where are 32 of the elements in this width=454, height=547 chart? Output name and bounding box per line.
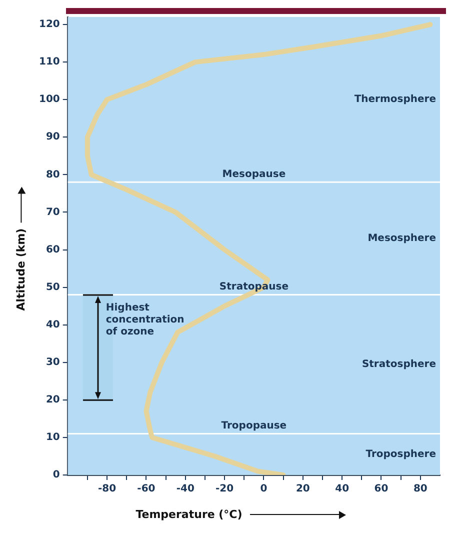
y-tick-label: 0 [52,470,60,481]
y-tick-label: 60 [46,244,60,256]
ref-line-label: Mesopause [222,168,286,180]
x-tick-label: 20 [296,484,310,495]
x-tick-label: -20 [216,484,234,495]
x-tick-label: 40 [335,484,350,495]
x-tick-label: -60 [137,484,156,495]
x-tick-label: 60 [374,484,388,495]
y-tick-label: 10 [46,432,60,444]
y-tick-label: 20 [46,394,60,406]
y-tick-label: 50 [46,282,60,293]
x-tick-label: -80 [98,484,116,495]
x-tick-label: -40 [176,484,194,495]
y-tick-label: 80 [46,169,60,180]
y-tick-label: 40 [46,319,60,330]
annotation: Stratosphere [362,358,436,370]
y-tick-label: 70 [46,206,60,218]
annotation: Thermosphere [354,94,436,106]
y-tick-label: 100 [39,94,60,106]
y-axis-title: Altitude (km) [14,228,28,310]
ref-line-label: Tropopause [221,420,287,432]
band-label: Highest concentration of ozone [106,302,184,338]
y-tick-label: 30 [46,356,60,368]
annotation: Troposphere [366,448,436,460]
y-tick-label: 110 [39,56,60,68]
x-tick-label: 0 [260,484,268,495]
y-tick-label: 120 [39,19,60,30]
annotation: Mesosphere [368,233,436,244]
x-axis-title: Temperature (°C) [136,508,242,521]
ref-line-label: Stratopause [219,281,289,292]
y-tick-label: 90 [46,132,60,143]
x-tick-label: 80 [413,484,428,495]
